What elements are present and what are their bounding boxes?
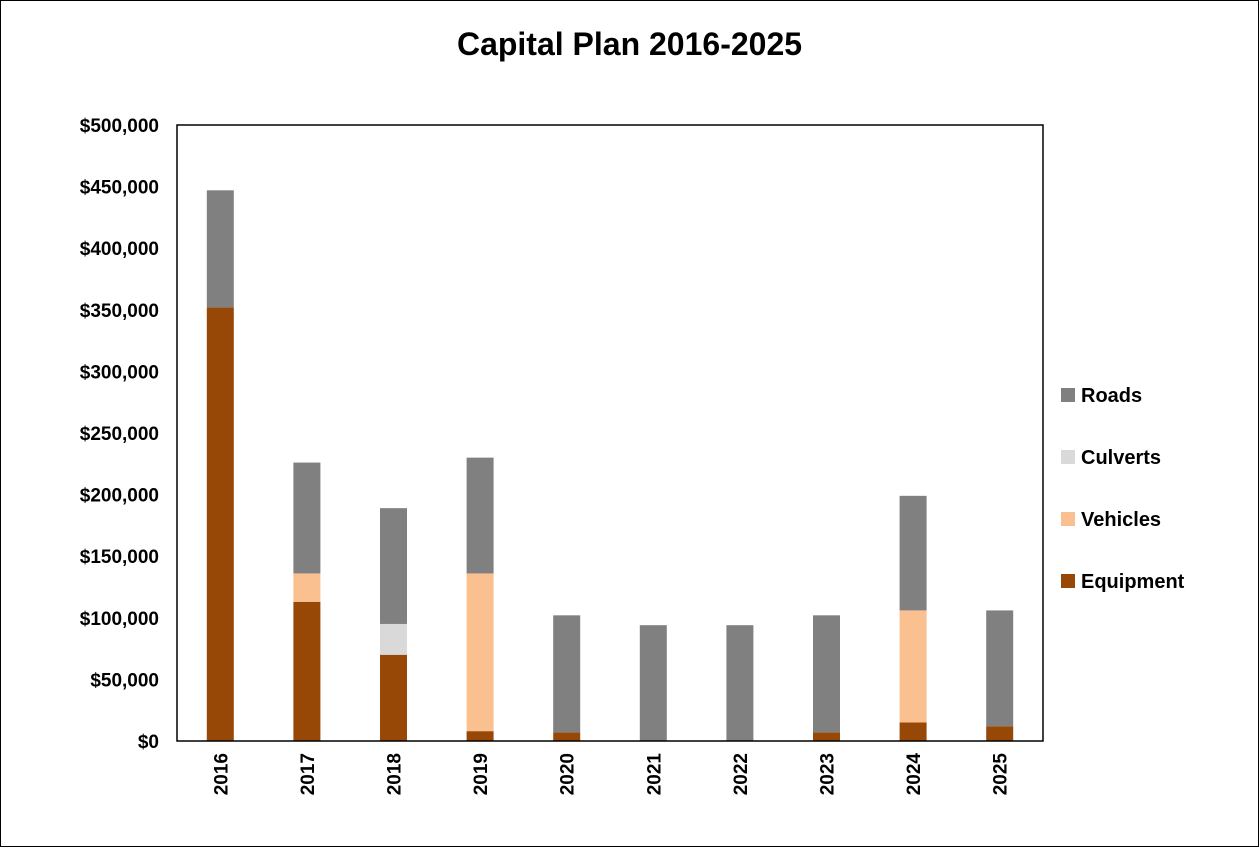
chart-title: Capital Plan 2016-2025 bbox=[456, 26, 803, 62]
bar-roads-2021 bbox=[639, 625, 667, 741]
legend-label-vehicles: Vehicles bbox=[1081, 509, 1161, 531]
x-tick-label: 2017 bbox=[298, 753, 319, 795]
y-tick-label: $300,000 bbox=[80, 362, 159, 383]
bar-roads-2017 bbox=[293, 462, 321, 574]
y-tick-label: $250,000 bbox=[80, 424, 159, 445]
bar-equipment-2017 bbox=[293, 601, 321, 741]
x-tick-label: 2018 bbox=[385, 753, 406, 795]
x-tick-label: 2021 bbox=[644, 753, 665, 796]
legend: Roads Culverts Vehicles Equipment bbox=[1061, 385, 1185, 593]
bar-vehicles-2017 bbox=[293, 573, 321, 602]
bar-culverts-2018 bbox=[380, 623, 407, 655]
y-tick-label: $450,000 bbox=[80, 178, 159, 199]
x-tick-label: 2023 bbox=[818, 753, 839, 795]
legend-label-equipment: Equipment bbox=[1081, 571, 1185, 593]
bar-roads-2018 bbox=[380, 508, 407, 624]
bar-roads-2019 bbox=[466, 457, 494, 574]
legend-swatch-vehicles bbox=[1061, 512, 1075, 526]
bar-equipment-2016 bbox=[206, 307, 234, 741]
y-axis: $0 $50,000 $100,000 $150,000 $200,000 $250,00… bbox=[80, 116, 159, 753]
x-tick-label: 2020 bbox=[558, 753, 579, 795]
bar-equipment-2024 bbox=[899, 722, 927, 741]
bar-equipment-2025 bbox=[986, 726, 1014, 741]
bar-equipment-2018 bbox=[380, 654, 407, 741]
bar-equipment-2019 bbox=[466, 731, 494, 741]
y-tick-label: $100,000 bbox=[80, 609, 159, 630]
legend-swatch-culverts bbox=[1061, 450, 1075, 464]
bar-roads-2025 bbox=[986, 610, 1014, 727]
y-tick-label: $50,000 bbox=[90, 670, 159, 691]
x-tick-label: 2016 bbox=[211, 753, 232, 795]
legend-swatch-equipment bbox=[1061, 574, 1075, 588]
x-axis: 2016 2017 2018 2019 2020 2021 2022 2023 2024 2025 bbox=[211, 753, 1011, 796]
y-tick-label: $0 bbox=[138, 732, 159, 753]
y-tick-label: $400,000 bbox=[80, 239, 159, 260]
legend-swatch-roads bbox=[1061, 388, 1075, 402]
bar-roads-2020 bbox=[553, 615, 581, 733]
legend-label-culverts: Culverts bbox=[1081, 447, 1161, 469]
y-tick-label: $150,000 bbox=[80, 547, 159, 568]
x-tick-label: 2025 bbox=[991, 753, 1012, 796]
y-tick-label: $500,000 bbox=[80, 116, 159, 137]
legend-label-roads: Roads bbox=[1081, 385, 1142, 407]
bar-roads-2024 bbox=[899, 495, 927, 611]
bar-roads-2022 bbox=[726, 625, 754, 741]
y-tick-label: $350,000 bbox=[80, 301, 159, 322]
bar-roads-2016 bbox=[206, 190, 234, 308]
bar-vehicles-2019 bbox=[466, 573, 494, 732]
y-tick-label: $200,000 bbox=[80, 486, 159, 507]
x-tick-label: 2019 bbox=[471, 753, 492, 795]
bar-equipment-2023 bbox=[813, 732, 840, 741]
x-tick-label: 2022 bbox=[731, 753, 752, 795]
x-tick-label: 2024 bbox=[904, 753, 925, 796]
plot-area bbox=[176, 124, 1044, 742]
bars-group bbox=[206, 190, 1014, 741]
bar-roads-2023 bbox=[813, 615, 840, 733]
bar-equipment-2020 bbox=[553, 732, 581, 741]
bar-vehicles-2024 bbox=[899, 610, 927, 723]
